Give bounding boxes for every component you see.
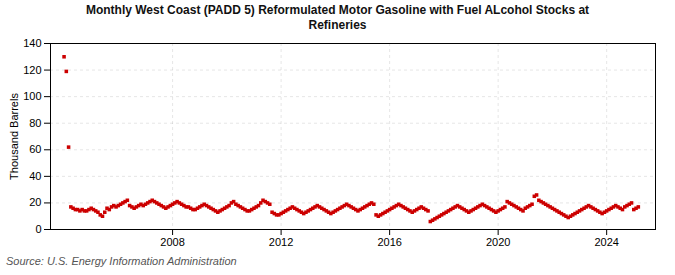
svg-text:140: 140: [23, 37, 41, 49]
svg-text:120: 120: [23, 64, 41, 76]
svg-text:60: 60: [29, 143, 41, 155]
svg-text:0: 0: [35, 223, 41, 235]
svg-text:2012: 2012: [269, 236, 293, 248]
html-text:Source: U.S. Energy Informatio: Source: U.S. Energy Information Administ…: [6, 255, 237, 267]
svg-text:40: 40: [29, 170, 41, 182]
svg-text:Thousand Barrels: Thousand Barrels: [8, 93, 20, 180]
svg-text:100: 100: [23, 90, 41, 102]
svg-text:2020: 2020: [486, 236, 510, 248]
svg-text:2024: 2024: [594, 236, 618, 248]
svg-text:2016: 2016: [377, 236, 401, 248]
svg-text:20: 20: [29, 196, 41, 208]
svg-text:80: 80: [29, 117, 41, 129]
svg-text:2008: 2008: [160, 236, 184, 248]
html-text:Monthly West Coast (PADD 5) Re: Monthly West Coast (PADD 5) Reformulated…: [85, 3, 590, 32]
